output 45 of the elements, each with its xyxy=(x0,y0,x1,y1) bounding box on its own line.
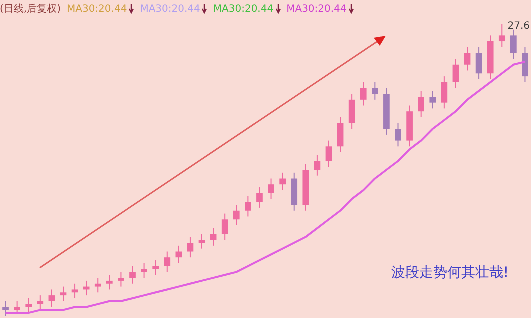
text: MA30:20.44 xyxy=(213,4,274,14)
candlestick xyxy=(118,272,124,288)
candlestick xyxy=(14,300,20,314)
candlestick xyxy=(2,300,9,316)
candlestick xyxy=(326,140,332,168)
text: MA30:20.44 xyxy=(140,4,200,14)
candlestick xyxy=(395,122,402,148)
annotation: 27.6 xyxy=(508,21,530,32)
annotation: 波段走势何其壮哉! xyxy=(391,264,509,282)
text: MA30:20.44 xyxy=(66,4,128,14)
candlestick xyxy=(452,58,460,89)
candlestick xyxy=(37,295,44,311)
candlestick xyxy=(245,196,252,218)
candlestick xyxy=(348,94,356,130)
candlestick xyxy=(256,187,263,208)
candlestick xyxy=(372,82,378,100)
candlestick xyxy=(130,266,136,284)
candlestick xyxy=(48,289,56,308)
candlestick xyxy=(464,46,471,72)
candlestick xyxy=(418,90,425,118)
chart-title: (日线,后复权) xyxy=(0,2,61,16)
candlestick xyxy=(60,286,67,302)
candlestick xyxy=(280,172,286,191)
candlestick xyxy=(510,29,517,60)
candlestick xyxy=(430,90,436,110)
text: MA30:20.44 xyxy=(286,4,347,14)
candlestick xyxy=(441,76,448,110)
candlestick xyxy=(233,204,240,226)
candlestick xyxy=(210,228,217,246)
candlestick xyxy=(152,260,160,276)
candlestick xyxy=(72,283,78,299)
candlestick xyxy=(222,213,228,241)
candlestick xyxy=(268,178,274,200)
candlestick xyxy=(498,24,506,48)
candlestick xyxy=(106,274,113,290)
candlestick xyxy=(476,46,482,80)
candlestick xyxy=(314,154,321,176)
candlestick xyxy=(176,245,182,264)
candlestick xyxy=(187,236,194,258)
candlestick xyxy=(360,82,367,106)
candlestick xyxy=(198,234,206,250)
candlestick xyxy=(164,251,171,273)
candlestick xyxy=(337,116,344,153)
candlestick xyxy=(94,278,102,294)
candlestick xyxy=(522,46,528,83)
